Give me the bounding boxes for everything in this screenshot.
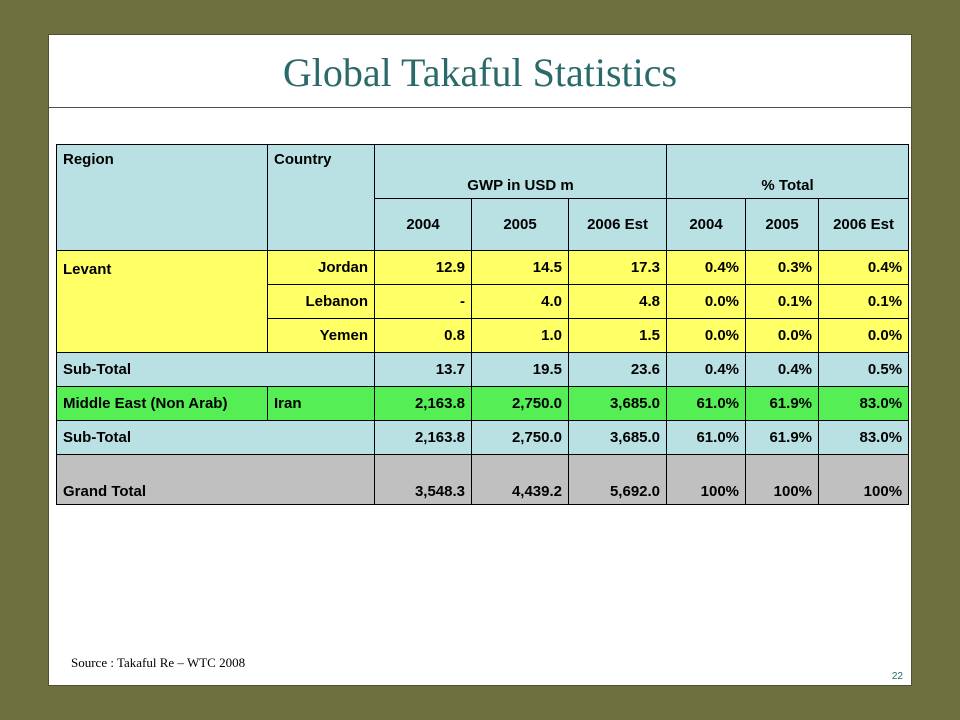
page-number: 22 xyxy=(891,671,903,682)
subtotal-label: Sub-Total xyxy=(56,352,375,387)
value-cell: 3,685.0 xyxy=(567,386,668,421)
header-year: 2006 Est xyxy=(567,198,668,251)
header-pct-total: % Total xyxy=(666,144,910,199)
country-cell: Jordan xyxy=(267,250,375,285)
value-cell: 61.0% xyxy=(666,420,747,455)
takaful-statistics-table: Region Country GWP in USD m % Total 2004… xyxy=(56,144,910,505)
header-year: 2004 xyxy=(666,198,747,251)
value-cell: 4.0 xyxy=(471,284,569,319)
value-cell: 0.0% xyxy=(745,318,820,353)
value-cell: 5,692.0 xyxy=(567,454,668,505)
value-cell: 19.5 xyxy=(471,352,569,387)
value-cell: 4,439.2 xyxy=(471,454,569,505)
value-cell: 12.9 xyxy=(374,250,472,285)
value-cell: - xyxy=(374,284,472,319)
value-cell: 0.4% xyxy=(745,352,820,387)
header-country: Country xyxy=(267,144,375,251)
slide: Global Takaful Statistics Region Country… xyxy=(48,34,912,686)
value-cell: 100% xyxy=(818,454,910,505)
table-row: Middle East (Non Arab) Iran 2,163.8 2,75… xyxy=(56,386,910,421)
region-cell: Middle East (Non Arab) xyxy=(56,386,268,421)
value-cell: 0.8 xyxy=(374,318,472,353)
value-cell: 2,163.8 xyxy=(374,386,472,421)
value-cell: 0.4% xyxy=(666,250,747,285)
value-cell: 23.6 xyxy=(567,352,668,387)
country-cell: Lebanon xyxy=(267,284,375,319)
value-cell: 0.0% xyxy=(666,318,747,353)
value-cell: 0.1% xyxy=(818,284,910,319)
value-cell: 1.5 xyxy=(567,318,668,353)
source-note: Source : Takaful Re – WTC 2008 xyxy=(71,655,246,670)
value-cell: 17.3 xyxy=(567,250,668,285)
title-divider xyxy=(49,107,911,108)
slide-title: Global Takaful Statistics xyxy=(282,50,678,95)
country-cell: Yemen xyxy=(267,318,375,353)
region-cell: Levant xyxy=(56,250,268,353)
header-region: Region xyxy=(56,144,268,251)
header-year: 2004 xyxy=(374,198,472,251)
header-year: 2006 Est xyxy=(818,198,910,251)
header-row-2: 2004 2005 2006 Est 2004 2005 2006 Est xyxy=(57,198,910,251)
header-gwp: GWP in USD m xyxy=(373,144,668,199)
table-row: Levant Jordan 12.9 14.5 17.3 0.4% 0.3% 0… xyxy=(56,250,910,353)
subtotal-label: Sub-Total xyxy=(56,420,375,455)
value-cell: 14.5 xyxy=(471,250,569,285)
value-cell: 61.0% xyxy=(666,386,747,421)
value-cell: 4.8 xyxy=(567,284,668,319)
value-cell: 2,750.0 xyxy=(471,386,569,421)
subtotal-row: Sub-Total 13.7 19.5 23.6 0.4% 0.4% 0.5% xyxy=(56,352,910,387)
value-cell: 83.0% xyxy=(818,386,910,421)
value-cell: 61.9% xyxy=(745,386,820,421)
value-cell: 83.0% xyxy=(818,420,910,455)
value-cell: 2,163.8 xyxy=(374,420,472,455)
value-cell: 1.0 xyxy=(471,318,569,353)
country-cell: Iran xyxy=(267,386,375,421)
value-cell: 3,548.3 xyxy=(374,454,472,505)
value-cell: 0.0% xyxy=(666,284,747,319)
header-year: 2005 xyxy=(745,198,820,251)
value-cell: 2,750.0 xyxy=(471,420,569,455)
header-year: 2005 xyxy=(471,198,569,251)
value-cell: 100% xyxy=(745,454,820,505)
value-cell: 61.9% xyxy=(745,420,820,455)
value-cell: 0.0% xyxy=(818,318,910,353)
subtotal-row: Sub-Total 2,163.8 2,750.0 3,685.0 61.0% … xyxy=(56,420,910,455)
value-cell: 0.1% xyxy=(745,284,820,319)
value-cell: 3,685.0 xyxy=(567,420,668,455)
value-cell: 100% xyxy=(666,454,747,505)
value-cell: 0.4% xyxy=(666,352,747,387)
grand-total-label: Grand Total xyxy=(56,454,375,505)
grand-total-row: Grand Total 3,548.3 4,439.2 5,692.0 100%… xyxy=(56,454,910,505)
value-cell: 0.5% xyxy=(818,352,910,387)
value-cell: 0.4% xyxy=(818,250,910,285)
value-cell: 0.3% xyxy=(745,250,820,285)
header-row-1: Region Country GWP in USD m % Total xyxy=(56,144,910,251)
value-cell: 13.7 xyxy=(374,352,472,387)
